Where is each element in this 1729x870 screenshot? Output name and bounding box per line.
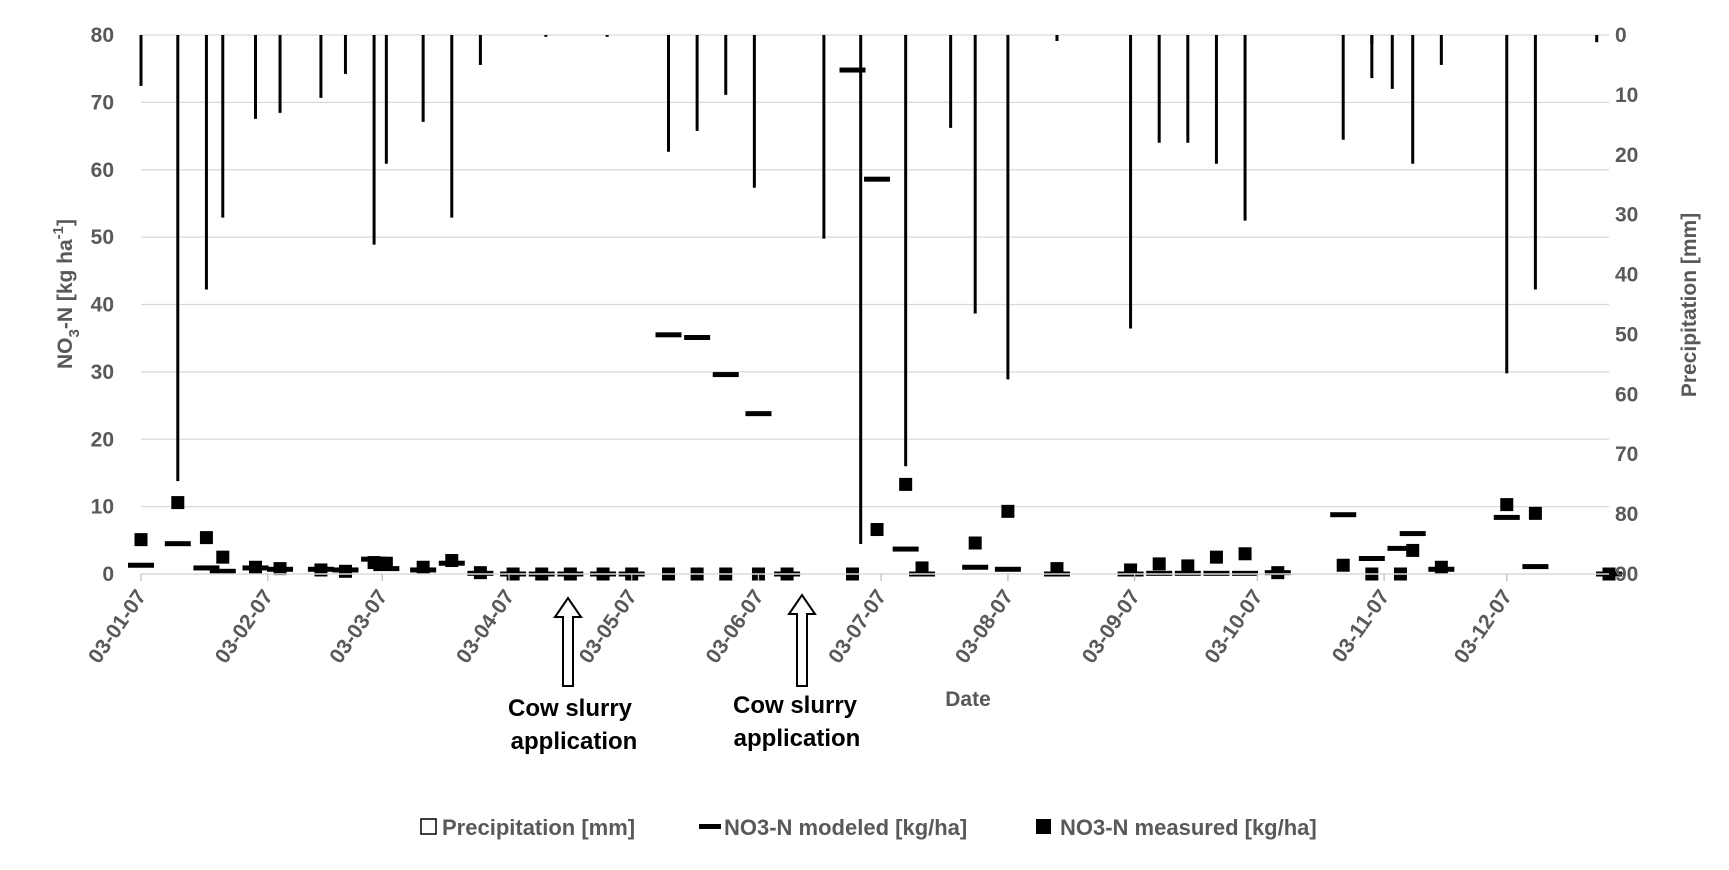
legend: Precipitation [mm] NO3-N modeled [kg/ha]… xyxy=(420,815,1317,840)
up-arrow-icon xyxy=(553,596,583,687)
y-left-tick-label: 80 xyxy=(91,24,114,47)
y-right-tick-label: 60 xyxy=(1615,383,1638,406)
up-arrow-icon xyxy=(787,593,817,687)
modeled-point xyxy=(745,411,772,417)
y-right-tick-label: 70 xyxy=(1615,443,1638,466)
measured-point xyxy=(1528,506,1542,520)
modeled-point xyxy=(128,562,154,568)
y-right-tick-label: 40 xyxy=(1615,264,1638,287)
modeled-point xyxy=(839,67,866,73)
modeled-point xyxy=(864,176,891,182)
annotation-line2: application xyxy=(734,725,861,752)
y-left-tick-label: 50 xyxy=(91,226,114,249)
measured-point xyxy=(1406,543,1420,557)
legend-swatch-modeled xyxy=(699,824,721,829)
measured-point xyxy=(314,563,328,577)
x-axis-title: Date xyxy=(945,688,991,711)
measured-point xyxy=(199,531,213,545)
measured-point xyxy=(473,566,487,580)
modeled-point xyxy=(1330,512,1357,518)
legend-label-measured: NO3-N measured [kg/ha] xyxy=(1060,815,1317,840)
modeled-point xyxy=(193,565,220,571)
y-right-tick-label: 20 xyxy=(1615,144,1638,167)
measured-point xyxy=(870,523,884,537)
y-left-tick-label: 30 xyxy=(91,361,114,384)
measured-point xyxy=(134,533,148,547)
y-left-tick-label: 40 xyxy=(91,294,114,317)
modeled-point xyxy=(209,568,236,574)
y-right-tick-label: 90 xyxy=(1615,563,1638,586)
modeled-point xyxy=(684,335,711,341)
annotation-line2: application xyxy=(511,728,638,755)
y-left-tick-label: 0 xyxy=(102,563,114,586)
measured-point xyxy=(338,564,352,578)
measured-point xyxy=(1124,563,1138,577)
modeled-point xyxy=(962,564,989,570)
measured-point xyxy=(1209,550,1223,564)
legend-swatch-precipitation xyxy=(420,818,437,835)
measured-point xyxy=(1500,498,1514,512)
left-axis-title: NO3-N [kg ha-1] xyxy=(50,219,83,369)
slurry-annotation-2: Cow slurry application xyxy=(733,593,861,752)
modeled-point xyxy=(712,372,739,378)
y-left-tick-label: 10 xyxy=(91,496,114,519)
y-right-tick-label: 50 xyxy=(1615,323,1638,346)
legend-label-precipitation: Precipitation [mm] xyxy=(442,815,635,840)
modeled-point xyxy=(164,541,191,547)
measured-point xyxy=(1271,566,1285,580)
measured-point xyxy=(248,560,262,574)
modeled-point xyxy=(1399,531,1426,537)
measured-point xyxy=(273,562,287,576)
measured-point xyxy=(1434,560,1448,574)
precipitation-bars xyxy=(139,35,1599,545)
y-left-tick-label: 60 xyxy=(91,159,114,182)
modeled-point xyxy=(1358,556,1385,562)
measured-point xyxy=(416,560,430,574)
modeled-point xyxy=(994,566,1021,572)
legend-label-modeled: NO3-N modeled [kg/ha] xyxy=(724,815,967,840)
modeled-point xyxy=(892,546,919,552)
annotation-line1: Cow slurry xyxy=(508,695,633,722)
modeled-point xyxy=(1522,564,1549,570)
measured-point xyxy=(1050,562,1064,576)
measured-point xyxy=(968,536,982,550)
modeled-point xyxy=(1493,514,1520,520)
measured-point xyxy=(1001,504,1015,518)
modeled-point xyxy=(655,332,682,338)
measured-point xyxy=(1238,547,1252,561)
measured-point xyxy=(1336,558,1350,572)
measured-point xyxy=(1152,557,1166,571)
y-right-tick-label: 80 xyxy=(1615,503,1638,526)
y-right-tick-label: 10 xyxy=(1615,84,1638,107)
y-right-tick-label: 30 xyxy=(1615,204,1638,227)
measured-series xyxy=(134,477,1616,581)
slurry-annotation-1: Cow slurry application xyxy=(508,596,638,755)
right-axis-title: Precipitation [mm] xyxy=(1678,213,1701,397)
annotation-line1: Cow slurry xyxy=(733,692,858,719)
modeled-point xyxy=(1387,545,1414,551)
measured-point xyxy=(379,556,393,570)
y-right-tick-label: 0 xyxy=(1615,24,1627,47)
measured-point xyxy=(216,550,230,564)
measured-point xyxy=(915,561,929,575)
measured-point xyxy=(367,556,381,570)
measured-point xyxy=(171,496,185,510)
measured-point xyxy=(445,554,459,568)
legend-swatch-measured xyxy=(1036,819,1051,834)
measured-point xyxy=(1181,559,1195,573)
y-left-tick-label: 70 xyxy=(91,91,114,114)
measured-point xyxy=(899,477,913,491)
y-left-tick-label: 20 xyxy=(91,428,114,451)
